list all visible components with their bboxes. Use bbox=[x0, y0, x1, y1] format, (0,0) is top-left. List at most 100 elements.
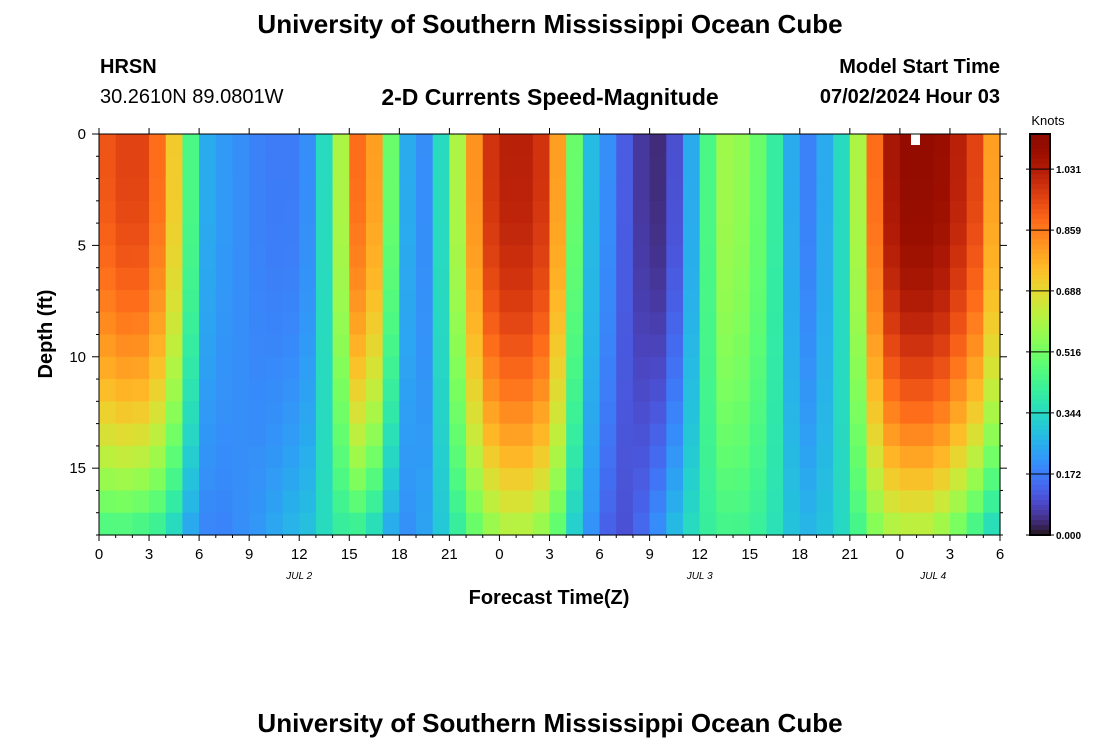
heatmap-cell bbox=[666, 445, 684, 469]
heatmap-cell bbox=[816, 200, 834, 224]
heatmap-cell bbox=[199, 156, 217, 180]
heatmap-cell bbox=[983, 490, 1001, 514]
heatmap-cell bbox=[816, 468, 834, 492]
heatmap-cell bbox=[616, 200, 634, 224]
heatmap-cell bbox=[315, 379, 334, 402]
heatmap-cell bbox=[165, 245, 184, 269]
colorbar-swatch bbox=[1030, 374, 1050, 381]
heatmap-cell bbox=[949, 312, 968, 336]
heatmap-cell bbox=[332, 401, 350, 425]
heatmap-cell bbox=[966, 468, 984, 492]
heatmap-cell bbox=[566, 134, 584, 157]
heatmap-cell bbox=[516, 245, 534, 269]
heatmap-cell bbox=[833, 178, 851, 202]
heatmap-cell bbox=[616, 245, 634, 269]
colorbar-swatch bbox=[1030, 439, 1050, 446]
heatmap-cell bbox=[299, 178, 317, 202]
heatmap-cell bbox=[416, 356, 434, 380]
heatmap-cell bbox=[299, 200, 317, 224]
heatmap-cell bbox=[299, 468, 317, 492]
heatmap-cell bbox=[933, 156, 951, 180]
heatmap-cell bbox=[115, 267, 133, 291]
heatmap-cell bbox=[349, 334, 367, 358]
heatmap-cell bbox=[215, 512, 234, 536]
heatmap-cell bbox=[649, 156, 667, 180]
heatmap-cell bbox=[182, 423, 200, 447]
heatmap-cell bbox=[165, 178, 184, 202]
colorbar-swatch bbox=[1030, 214, 1050, 220]
heatmap-cell bbox=[265, 200, 284, 224]
heatmap-cell bbox=[265, 468, 284, 492]
colorbar-swatch bbox=[1030, 344, 1050, 351]
heatmap-cell bbox=[249, 312, 267, 336]
colorbar-swatch bbox=[1030, 229, 1050, 235]
heatmap-cell bbox=[532, 512, 551, 536]
heatmap-cell bbox=[532, 445, 551, 469]
heatmap-cell bbox=[682, 490, 701, 514]
heatmap-cell bbox=[165, 401, 184, 425]
heatmap-cell bbox=[983, 267, 1001, 291]
x-tick-label: 18 bbox=[391, 546, 408, 563]
heatmap-cell bbox=[549, 445, 567, 469]
heatmap-cell bbox=[716, 156, 734, 180]
heatmap-cell bbox=[582, 312, 601, 336]
heatmap-cell bbox=[115, 178, 133, 202]
heatmap-cell bbox=[315, 512, 334, 536]
heatmap-cell bbox=[799, 379, 818, 402]
heatmap-cell bbox=[649, 134, 667, 157]
heatmap-cell bbox=[933, 267, 951, 291]
heatmap-cell bbox=[132, 379, 150, 402]
heatmap-cell bbox=[132, 156, 150, 180]
heatmap-cell bbox=[332, 356, 350, 380]
heatmap-cell bbox=[232, 401, 250, 425]
heatmap-cell bbox=[733, 245, 751, 269]
heatmap-cell bbox=[833, 490, 851, 514]
heatmap-cell bbox=[749, 223, 768, 246]
heatmap-cell bbox=[699, 134, 717, 157]
heatmap-cell bbox=[682, 445, 701, 469]
heatmap-cell bbox=[516, 267, 534, 291]
heatmap-cell bbox=[699, 334, 717, 358]
heatmap-cell bbox=[149, 267, 167, 291]
heatmap-cell bbox=[466, 289, 484, 313]
date-label: JUL 2 bbox=[285, 571, 312, 582]
heatmap-cell bbox=[265, 423, 284, 447]
heatmap-cell bbox=[883, 379, 901, 402]
heatmap-cell bbox=[649, 445, 667, 469]
heatmap-cell bbox=[349, 223, 367, 246]
heatmap-cell bbox=[215, 490, 234, 514]
heatmap-cell bbox=[816, 490, 834, 514]
heatmap-cell bbox=[983, 134, 1001, 157]
heatmap-cell bbox=[349, 178, 367, 202]
heatmap-cell bbox=[933, 379, 951, 402]
heatmap-cell bbox=[699, 178, 717, 202]
colorbar-swatch bbox=[1030, 239, 1050, 245]
heatmap-cell bbox=[916, 134, 934, 157]
heatmap-cell bbox=[983, 468, 1001, 492]
colorbar-swatch bbox=[1030, 279, 1050, 285]
heatmap-cell bbox=[482, 334, 501, 358]
colorbar-swatch bbox=[1030, 244, 1050, 250]
heatmap-cell bbox=[532, 134, 551, 157]
heatmap-cell bbox=[549, 468, 567, 492]
heatmap-cell bbox=[599, 156, 617, 180]
x-tick-label: 12 bbox=[291, 546, 308, 563]
heatmap-cells bbox=[99, 134, 1001, 536]
heatmap-cell bbox=[132, 512, 150, 536]
page-title: University of Southern Mississippi Ocean… bbox=[257, 9, 843, 39]
heatmap-cell bbox=[616, 468, 634, 492]
heatmap-cell bbox=[883, 356, 901, 380]
heatmap-cell bbox=[699, 245, 717, 269]
heatmap-cell bbox=[666, 423, 684, 447]
heatmap-cell bbox=[716, 490, 734, 514]
heatmap-cell bbox=[899, 245, 918, 269]
heatmap-cell bbox=[833, 512, 851, 536]
colorbar-swatch bbox=[1030, 494, 1050, 501]
x-tick-label: 9 bbox=[645, 546, 653, 563]
heatmap-cell bbox=[916, 379, 934, 402]
heatmap-cell bbox=[432, 468, 450, 492]
colorbar-swatch bbox=[1030, 429, 1050, 436]
heatmap-cell bbox=[632, 490, 651, 514]
heatmap-cell bbox=[649, 379, 667, 402]
heatmap-cell bbox=[282, 156, 300, 180]
